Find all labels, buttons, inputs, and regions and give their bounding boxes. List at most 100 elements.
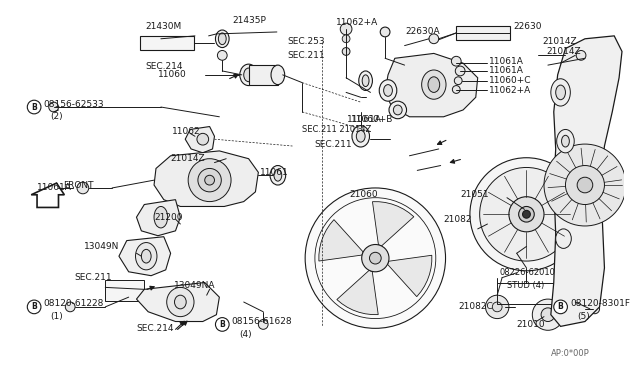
Ellipse shape xyxy=(561,135,570,147)
Ellipse shape xyxy=(356,131,365,142)
Circle shape xyxy=(479,167,573,261)
Text: 08156-62533: 08156-62533 xyxy=(44,100,104,109)
Ellipse shape xyxy=(380,80,397,101)
Text: 13049N: 13049N xyxy=(84,242,119,251)
Text: 11062+A: 11062+A xyxy=(490,86,532,95)
Text: 22630: 22630 xyxy=(514,22,542,31)
Text: 21430M: 21430M xyxy=(145,22,182,31)
Circle shape xyxy=(554,300,568,314)
Text: 21014Z: 21014Z xyxy=(171,154,205,163)
Ellipse shape xyxy=(244,68,253,82)
Ellipse shape xyxy=(428,77,440,92)
Ellipse shape xyxy=(352,126,369,147)
Text: SEC.211 21014Z: SEC.211 21014Z xyxy=(302,125,372,134)
Text: (4): (4) xyxy=(239,330,252,339)
Circle shape xyxy=(28,300,41,314)
Bar xyxy=(106,280,144,301)
Text: SEC.211: SEC.211 xyxy=(287,51,325,60)
Text: (1): (1) xyxy=(51,312,63,321)
Text: (5): (5) xyxy=(577,312,590,321)
Text: 21082: 21082 xyxy=(444,215,472,224)
Circle shape xyxy=(342,48,350,55)
Circle shape xyxy=(451,56,461,66)
Circle shape xyxy=(522,211,531,218)
Text: B: B xyxy=(557,302,563,311)
Text: B: B xyxy=(220,320,225,329)
Circle shape xyxy=(518,206,534,222)
Text: SEC.253: SEC.253 xyxy=(287,37,325,46)
Text: 21014Z: 21014Z xyxy=(546,47,580,56)
Circle shape xyxy=(470,158,583,271)
Text: 11062: 11062 xyxy=(172,127,200,136)
Text: 21014Z: 21014Z xyxy=(542,37,577,46)
Ellipse shape xyxy=(271,65,285,84)
Circle shape xyxy=(369,252,381,264)
Circle shape xyxy=(65,302,75,312)
Text: 11061A: 11061A xyxy=(37,183,72,192)
Ellipse shape xyxy=(556,85,566,100)
Circle shape xyxy=(429,34,438,44)
Circle shape xyxy=(577,177,593,193)
Ellipse shape xyxy=(422,70,446,99)
Circle shape xyxy=(452,86,460,93)
Ellipse shape xyxy=(175,295,186,309)
Circle shape xyxy=(590,304,600,314)
Text: STUD (4): STUD (4) xyxy=(507,281,544,290)
Text: B: B xyxy=(31,302,37,311)
Text: 11062+A: 11062+A xyxy=(337,18,379,27)
Text: SEC.211: SEC.211 xyxy=(74,273,112,282)
Bar xyxy=(456,26,510,40)
Ellipse shape xyxy=(240,64,257,86)
Text: 21200: 21200 xyxy=(154,213,182,222)
Ellipse shape xyxy=(551,79,570,106)
Circle shape xyxy=(532,299,563,330)
Circle shape xyxy=(455,66,465,76)
Circle shape xyxy=(541,308,555,321)
Circle shape xyxy=(218,51,227,60)
Text: 11061: 11061 xyxy=(260,168,289,177)
Text: 21060: 21060 xyxy=(349,190,378,199)
Text: 21051: 21051 xyxy=(460,190,489,199)
Ellipse shape xyxy=(557,129,574,153)
Polygon shape xyxy=(387,255,432,296)
Text: 08226-62010: 08226-62010 xyxy=(499,268,555,277)
Circle shape xyxy=(566,166,604,205)
Ellipse shape xyxy=(389,101,406,119)
Ellipse shape xyxy=(394,105,402,115)
Circle shape xyxy=(380,27,390,37)
Polygon shape xyxy=(337,270,378,315)
Text: 22630A: 22630A xyxy=(406,28,440,36)
Ellipse shape xyxy=(136,243,157,270)
Circle shape xyxy=(216,318,229,331)
Text: 11060+C: 11060+C xyxy=(490,76,532,85)
Circle shape xyxy=(49,102,58,112)
Polygon shape xyxy=(551,36,622,326)
Text: SEC.214: SEC.214 xyxy=(136,324,174,333)
Circle shape xyxy=(28,100,41,114)
Text: B: B xyxy=(31,103,37,112)
Circle shape xyxy=(305,188,445,328)
Polygon shape xyxy=(136,200,180,236)
Text: SEC.211: SEC.211 xyxy=(314,140,351,148)
Text: 21435P: 21435P xyxy=(232,16,266,25)
Text: AP:0*00P: AP:0*00P xyxy=(551,349,589,358)
Polygon shape xyxy=(385,54,477,117)
Circle shape xyxy=(362,244,389,272)
Text: 21010: 21010 xyxy=(516,320,545,329)
Ellipse shape xyxy=(556,229,572,248)
Text: FRONT: FRONT xyxy=(63,180,94,189)
Text: 08156-61628: 08156-61628 xyxy=(231,317,292,326)
Polygon shape xyxy=(31,183,65,208)
Circle shape xyxy=(259,320,268,329)
Circle shape xyxy=(198,169,221,192)
Circle shape xyxy=(205,175,214,185)
Polygon shape xyxy=(119,237,171,276)
Text: 13049NA: 13049NA xyxy=(173,281,215,290)
Polygon shape xyxy=(319,219,363,261)
Circle shape xyxy=(509,197,544,232)
Text: 11060+B: 11060+B xyxy=(351,115,394,124)
Polygon shape xyxy=(154,151,259,206)
Circle shape xyxy=(197,133,209,145)
Text: 11061A: 11061A xyxy=(347,115,382,124)
Text: 08120-8301F: 08120-8301F xyxy=(570,299,630,308)
